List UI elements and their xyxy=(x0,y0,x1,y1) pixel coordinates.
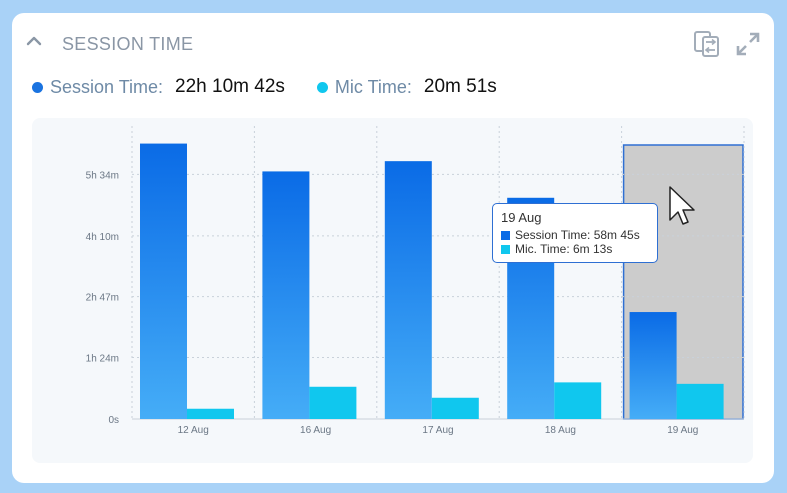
mic-bar[interactable] xyxy=(309,386,357,419)
chart-tooltip: 19 Aug Session Time: 58m 45s Mic. Time: … xyxy=(492,203,658,263)
chart-panel: 0s 1h 24m 2h 47m 4h 10m 5h 34m 12 Aug 16 Aug 17… xyxy=(32,118,753,463)
legend-session: Session Time: 22h 10m 42s xyxy=(32,76,285,98)
legend-mic: Mic Time: 20m 51s xyxy=(316,76,497,98)
mic-bar[interactable] xyxy=(431,397,479,419)
y-tick-label: 2h 47m xyxy=(86,293,119,304)
mouse-cursor-icon xyxy=(669,186,695,235)
mic-value: 20m 51s xyxy=(423,76,497,97)
compare-icon[interactable] xyxy=(692,29,722,59)
x-tick-label: 18 Aug xyxy=(545,425,576,436)
tooltip-mic-swatch xyxy=(501,244,510,254)
mic-bar[interactable] xyxy=(554,382,602,419)
y-tick-label: 0s xyxy=(108,415,119,426)
bar-chart: 0s 1h 24m 2h 47m 4h 10m 5h 34m 12 Aug 16 Aug 17… xyxy=(86,126,745,436)
tooltip-session-row: Session Time: 58m 45s xyxy=(501,228,649,242)
legend: Session Time: 22h 10m 42s Mic Time: 20m … xyxy=(32,75,529,99)
chevron-up-icon[interactable] xyxy=(24,33,44,49)
y-tick-label: 5h 34m xyxy=(86,170,119,181)
tooltip-session-swatch xyxy=(501,230,510,240)
x-tick-label: 16 Aug xyxy=(300,425,331,436)
session-bar[interactable] xyxy=(140,143,187,419)
mic-label: Mic Time: xyxy=(334,76,412,97)
session-time-card: SESSION TIME Session Time: 22h xyxy=(12,13,774,483)
tooltip-mic: Mic. Time: 6m 13s xyxy=(515,242,613,256)
card-header: SESSION TIME xyxy=(12,13,774,73)
tooltip-session: Session Time: 58m 45s xyxy=(515,228,640,242)
mic-dot xyxy=(316,81,328,93)
session-bar[interactable] xyxy=(384,161,432,419)
mic-bar[interactable] xyxy=(676,383,724,419)
session-label: Session Time: xyxy=(50,76,164,97)
x-tick-label: 19 Aug xyxy=(667,425,698,436)
session-bar[interactable] xyxy=(629,312,677,419)
y-tick-label: 1h 24m xyxy=(86,353,119,364)
expand-icon[interactable] xyxy=(734,30,762,58)
tooltip-mic-row: Mic. Time: 6m 13s xyxy=(501,242,649,256)
session-value: 22h 10m 42s xyxy=(175,76,285,97)
x-tick-label: 17 Aug xyxy=(422,425,453,436)
session-bar[interactable] xyxy=(262,171,310,419)
widget-title: SESSION TIME xyxy=(62,34,194,54)
session-dot xyxy=(32,81,43,93)
y-tick-label: 4h 10m xyxy=(86,232,119,243)
x-tick-label: 12 Aug xyxy=(178,425,209,436)
tooltip-date: 19 Aug xyxy=(501,210,542,225)
mic-bar[interactable] xyxy=(187,408,234,419)
